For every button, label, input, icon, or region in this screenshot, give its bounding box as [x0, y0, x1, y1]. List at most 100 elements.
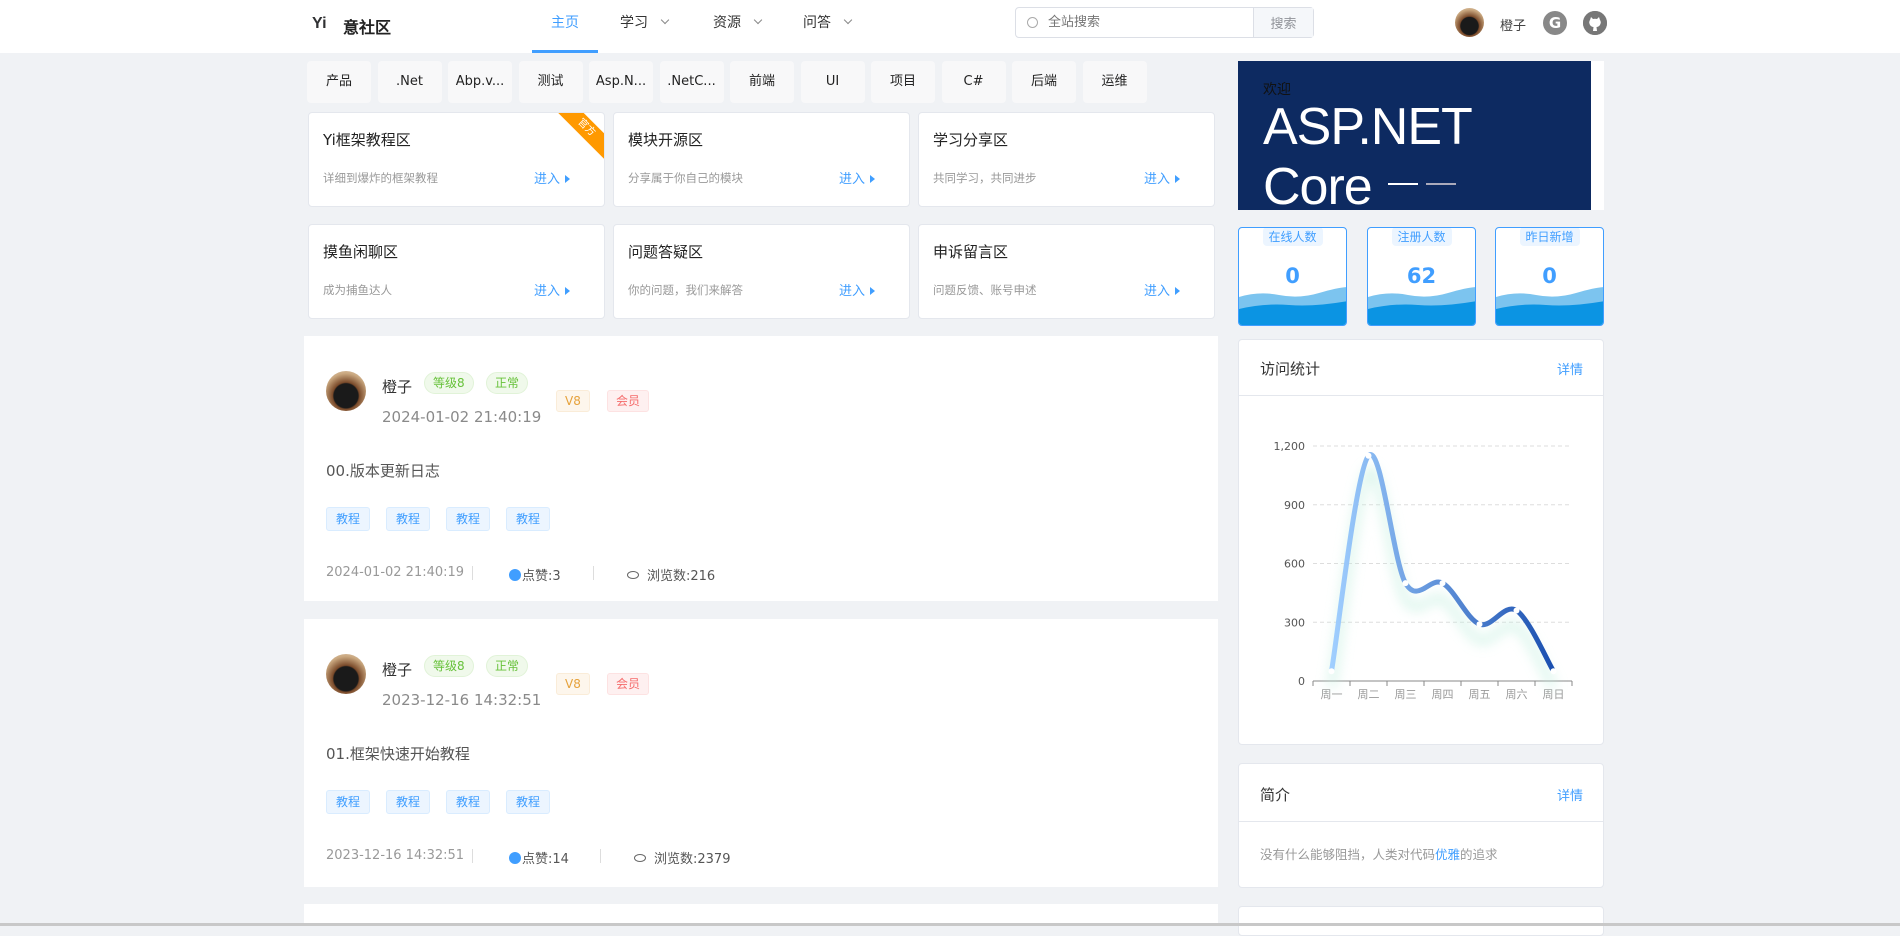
chevron-down-icon	[843, 15, 853, 25]
vip-badge: V8	[556, 673, 590, 695]
plate-card[interactable]: 问题答疑区 你的问题，我们来解答 进入	[613, 224, 910, 319]
banner-carousel[interactable]: 欢迎 ASP.NET Core	[1238, 61, 1604, 216]
visit-line-chart: 0 300 600 900 1,200 周一 周二 周三 周四 周五 周六 周日	[1274, 440, 1573, 701]
data-point	[1328, 668, 1335, 675]
plate-desc: 分享属于你自己的模块	[628, 171, 743, 185]
stat-box: 注册人数 62	[1367, 227, 1476, 326]
plate-enter-link[interactable]: 进入	[839, 168, 875, 187]
author-name[interactable]: 橙子	[382, 378, 413, 396]
nav-home[interactable]: 主页	[532, 0, 598, 53]
y-tick-label: 900	[1284, 499, 1305, 512]
nav-label: 主页	[551, 15, 579, 31]
stat-label: 昨日新增	[1519, 228, 1580, 246]
likes[interactable]: 点赞:3	[509, 565, 561, 584]
stat-value: 62	[1406, 264, 1437, 288]
post-card-partial	[304, 904, 1218, 926]
stat-value: 0	[1542, 264, 1557, 288]
carousel-indicator-2[interactable]	[1426, 183, 1456, 185]
details-link[interactable]: 详情	[1556, 363, 1583, 378]
search-input[interactable]	[1016, 8, 1253, 37]
post-tag[interactable]: 教程	[386, 507, 430, 531]
x-tick-label: 周日	[1543, 688, 1565, 701]
logo-icon[interactable]: Yi	[312, 15, 327, 32]
github-icon[interactable]	[1583, 11, 1607, 35]
stat-label: 在线人数	[1262, 228, 1323, 246]
category-tag[interactable]: .Net	[377, 61, 442, 103]
banner-welcome: 欢迎	[1263, 82, 1291, 98]
plate-card[interactable]: 模块开源区 分享属于你自己的模块 进入	[613, 112, 910, 207]
category-tag[interactable]: 运维	[1082, 61, 1147, 103]
post-card[interactable]: 橙子 等级8 正常 V8 会员 2023-12-16 14:32:51 01.框…	[304, 619, 1218, 887]
plate-card[interactable]: 摸鱼闲聊区 成为捕鱼达人 进入	[308, 224, 605, 319]
plate-desc: 共同学习，共同进步	[933, 171, 1037, 185]
intro-text-2: 的追求	[1460, 847, 1498, 862]
post-tag[interactable]: 教程	[326, 790, 370, 814]
likes-count: 点赞:3	[522, 569, 561, 584]
plate-card[interactable]: Yi框架教程区 详细到爆炸的框架教程 进入 官方	[308, 112, 605, 207]
wave-decoration	[1368, 287, 1475, 325]
category-tag[interactable]: 测试	[518, 61, 583, 103]
category-tag[interactable]: .NetC...	[659, 61, 724, 103]
category-tag[interactable]: Abp.v...	[448, 61, 512, 103]
vip-badge: V8	[556, 390, 590, 412]
post-card[interactable]: 橙子 等级8 正常 V8 会员 2024-01-02 21:40:19 00.版…	[304, 336, 1218, 601]
site-name[interactable]: 意社区	[343, 18, 392, 37]
nav-qa[interactable]: 问答	[803, 0, 853, 53]
plate-enter-link[interactable]: 进入	[1144, 280, 1180, 299]
search-button[interactable]: 搜索	[1253, 8, 1313, 37]
plate-title: Yi框架教程区	[323, 131, 411, 149]
x-tick-label: 周一	[1321, 688, 1343, 701]
category-tag[interactable]: 前端	[730, 61, 794, 103]
nav-learn[interactable]: 学习	[620, 0, 670, 53]
carousel-indicator-1[interactable]	[1388, 183, 1418, 185]
category-tag[interactable]: C#	[941, 61, 1006, 103]
plate-title: 学习分享区	[933, 131, 1009, 149]
post-tag[interactable]: 教程	[386, 790, 430, 814]
post-tag[interactable]: 教程	[506, 790, 550, 814]
plate-enter-link[interactable]: 进入	[1144, 168, 1180, 187]
data-point	[1476, 621, 1483, 628]
post-tag[interactable]: 教程	[326, 507, 370, 531]
post-title[interactable]: 01.框架快速开始教程	[326, 745, 470, 763]
plate-card[interactable]: 学习分享区 共同学习，共同进步 进入	[918, 112, 1215, 207]
details-link[interactable]: 详情	[1556, 789, 1583, 804]
author-avatar[interactable]	[326, 654, 366, 694]
plate-enter-link[interactable]: 进入	[839, 280, 875, 299]
plate-enter-link[interactable]: 进入	[534, 280, 570, 299]
x-tick-label: 周四	[1432, 688, 1454, 701]
post-title[interactable]: 00.版本更新日志	[326, 462, 440, 480]
plate-title: 模块开源区	[628, 131, 704, 149]
post-tag[interactable]: 教程	[506, 507, 550, 531]
category-tag[interactable]: 后端	[1012, 61, 1076, 103]
post-tag[interactable]: 教程	[446, 507, 490, 531]
category-tag[interactable]: Asp.N...	[589, 61, 653, 103]
data-point	[1513, 607, 1520, 614]
category-tag[interactable]: UI	[800, 61, 865, 103]
plate-card[interactable]: 申诉留言区 问题反馈、账号申述 进入	[918, 224, 1215, 319]
like-check-icon	[509, 569, 521, 581]
y-tick-label: 1,200	[1274, 440, 1306, 453]
nav-resources[interactable]: 资源	[713, 0, 763, 53]
divider	[600, 849, 601, 863]
username[interactable]: 橙子	[1500, 19, 1527, 34]
author-avatar[interactable]	[326, 371, 366, 411]
likes[interactable]: 点赞:14	[509, 848, 569, 867]
chevron-down-icon	[660, 15, 670, 25]
category-tag[interactable]: 项目	[871, 61, 935, 103]
user-avatar[interactable]	[1455, 8, 1484, 37]
data-point	[1365, 452, 1372, 459]
side-card-partial	[1238, 906, 1604, 936]
wave-decoration	[1239, 287, 1346, 325]
card-title: 访问统计	[1260, 360, 1321, 378]
category-tag[interactable]: 产品	[307, 61, 371, 103]
stat-box: 昨日新增 0	[1495, 227, 1604, 326]
plate-enter-link[interactable]: 进入	[534, 168, 570, 187]
views-count: 浏览数:216	[647, 569, 716, 584]
plate-desc: 详细到爆炸的框架教程	[323, 171, 438, 185]
gitee-icon[interactable]: G	[1543, 11, 1567, 35]
post-tag[interactable]: 教程	[446, 790, 490, 814]
author-name[interactable]: 橙子	[382, 661, 413, 679]
intro-text-1: 没有什么能够阻挡，人类对代码	[1260, 847, 1436, 862]
status-badge: 正常	[486, 372, 529, 394]
card-title: 简介	[1260, 786, 1291, 804]
